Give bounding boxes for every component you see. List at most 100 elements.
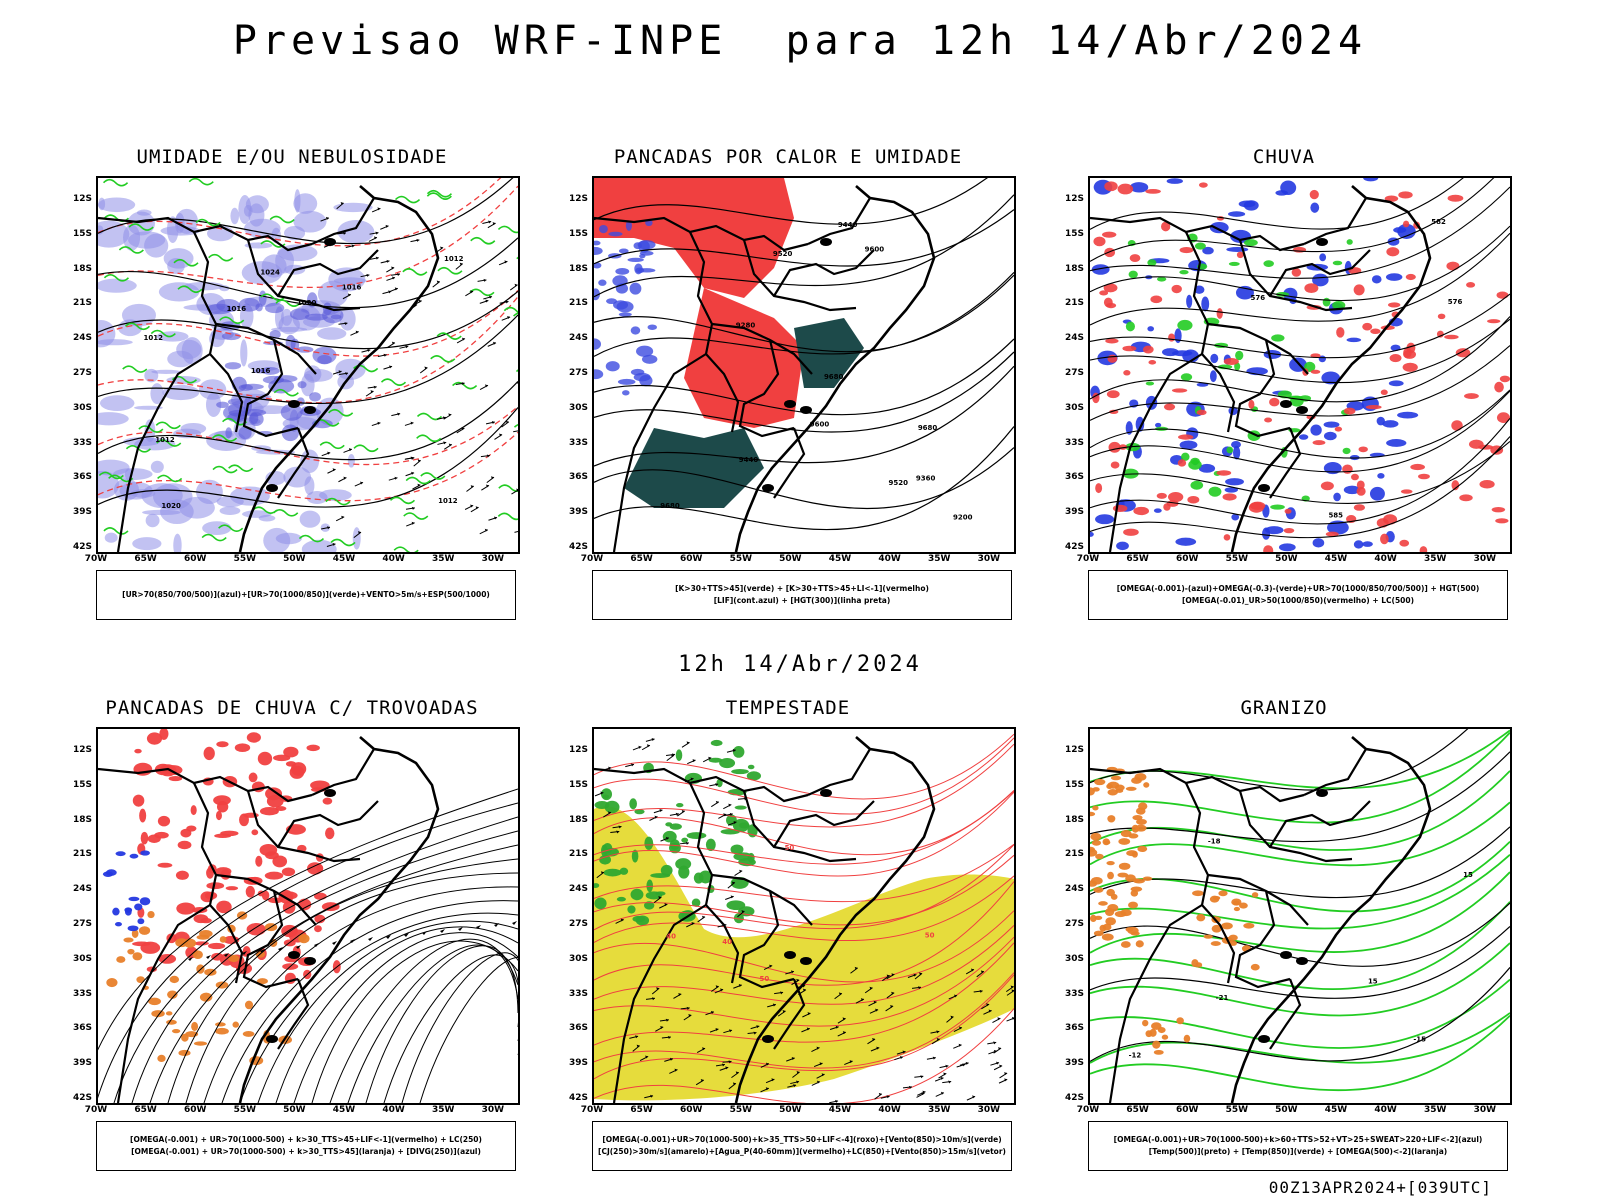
thunderstorm-shade: [264, 871, 284, 880]
lifted-index-contour: [615, 267, 630, 275]
low-humidity-contour: [188, 178, 214, 186]
lake-marker: [1280, 400, 1292, 408]
humid-ascent-red: [1283, 527, 1295, 534]
lake-marker: [820, 238, 832, 246]
omega500-shade: [1142, 1019, 1149, 1027]
wind-vector-head: [375, 256, 379, 260]
streamline-250-arrowhead: [188, 957, 193, 961]
lake-marker: [800, 957, 812, 965]
coastline: [1230, 185, 1432, 552]
latitude-tick-label: 42S: [72, 542, 92, 552]
omega500-shade: [1092, 805, 1099, 811]
humidity-shade-dense: [221, 332, 241, 341]
thunderstorm-shade: [190, 805, 197, 816]
low-humidity-contour: [195, 218, 221, 227]
wind-vector-head: [461, 427, 465, 431]
longitude-tick-label: 35W: [927, 1105, 951, 1115]
thunderstorm-shade: [206, 867, 214, 879]
omega500-shade: [1094, 778, 1106, 786]
streamline-250-arrowhead: [422, 931, 427, 935]
latitude-tick-label: 30S: [1064, 402, 1084, 413]
longitude-tick-label: 55W: [729, 1105, 753, 1115]
omega-blue-shade: [1362, 541, 1373, 547]
omega-green-shade: [1181, 452, 1190, 461]
longitude-tick-label: 30W: [481, 1105, 505, 1115]
wind-vector-head: [391, 276, 395, 280]
omega500-shade: [1152, 1040, 1161, 1049]
wind-vector-head: [411, 471, 415, 475]
thunderstorm-shade: [215, 810, 222, 821]
longitude-tick-label: 55W: [233, 554, 257, 564]
wind850-shade: [675, 749, 683, 761]
wind-vector-head: [486, 484, 490, 488]
legend-line: [OMEGA(-0.001) + UR>70(1000-500) + k>30_…: [130, 1135, 482, 1144]
thunderstorm-shade: [247, 876, 263, 885]
wind-vector-head: [945, 1064, 949, 1068]
shower-shade: [165, 1011, 173, 1016]
omega500-shade: [1130, 886, 1143, 892]
wind-vector-head: [370, 390, 374, 394]
omega500-shade: [1192, 890, 1204, 897]
wind-vector-head: [416, 238, 420, 242]
humid-ascent-red: [1496, 291, 1509, 299]
shower-shade: [256, 978, 268, 985]
wind-vector-head: [1010, 985, 1014, 989]
wind-vector-head: [688, 1014, 692, 1018]
thunderstorm-shade: [157, 815, 171, 827]
low-humidity-contour: [437, 266, 463, 275]
wind-vector-head: [729, 812, 733, 816]
wind850-shade: [705, 838, 716, 852]
wind-vector-head: [389, 365, 393, 369]
wind-vector-head: [731, 881, 735, 885]
latitude-tick-label: 39S: [568, 507, 588, 518]
wind-vector-head: [488, 220, 492, 224]
wind-vector-head: [921, 1092, 925, 1096]
humid-ascent-red: [1123, 370, 1131, 376]
omega-blue-shade: [1090, 531, 1094, 537]
precipitable-water-contour: [594, 737, 1014, 815]
lake-marker: [304, 957, 316, 965]
wind-vector-head: [417, 483, 421, 487]
longitude-tick-label: 65W: [1126, 1105, 1149, 1115]
wind-vector-head: [343, 476, 347, 480]
latitude-tick-label: 18S: [1064, 814, 1084, 825]
temperature-label: -18: [1208, 837, 1221, 845]
shower-shade: [136, 976, 145, 984]
panel-legend: [K>30+TTS>45](verde) + [K>30+TTS>45+LI<-…: [592, 570, 1012, 620]
humidity-shade: [352, 527, 361, 550]
state-border: [594, 216, 809, 252]
longitude-tick-label: 35W: [1423, 554, 1447, 564]
omega-blue-shade: [1210, 353, 1219, 364]
wind850-shade: [720, 828, 740, 835]
humidity-shade: [284, 226, 306, 241]
omega500-shade: [1118, 862, 1131, 870]
wind-vector-head: [771, 1078, 775, 1082]
shower-shade: [123, 937, 134, 943]
latitude-tick-label: 15S: [568, 228, 588, 239]
humidity-shade: [216, 496, 244, 508]
temp850-contour: [1090, 871, 1510, 954]
precipitable-water-contour: [594, 1008, 1014, 1103]
humidity-shade-dense: [289, 308, 310, 320]
state-border: [689, 782, 740, 984]
wind850-shade: [643, 901, 655, 910]
latitude-tick-label: 15S: [1064, 779, 1084, 790]
height-label: 9440: [838, 221, 858, 229]
omega-blue-shade: [1233, 445, 1241, 460]
low-humidity-contour: [515, 369, 518, 373]
panel-legend: [OMEGA(-0.001)+UR>70(1000-500)+k>35_TTS>…: [592, 1121, 1012, 1171]
precipitable-water-contour: [594, 974, 1014, 1080]
omega500-shade: [1133, 878, 1140, 883]
height-contour: [594, 447, 1014, 510]
humid-ascent-red: [1437, 313, 1446, 320]
humid-ascent-red: [1106, 390, 1120, 399]
omega500-shade: [1251, 892, 1259, 898]
low-humidity-contour: [330, 538, 356, 547]
omega500-shade: [1196, 913, 1206, 922]
longitude-tick-label: 60W: [1175, 1105, 1199, 1115]
wind-vector-head: [340, 201, 344, 205]
longitude-tick-label: 55W: [1225, 1105, 1249, 1115]
wind-vector-head: [715, 1028, 719, 1032]
humidity-shade: [278, 315, 300, 335]
lifted-index-contour: [627, 257, 644, 262]
